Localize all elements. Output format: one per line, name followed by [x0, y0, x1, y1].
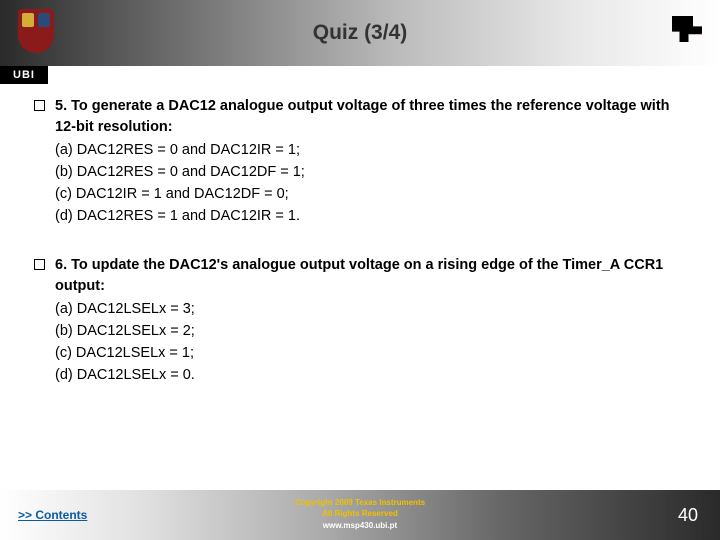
- contents-link[interactable]: >> Contents: [18, 508, 87, 522]
- option-c: (c) DAC12LSELx = 1;: [55, 343, 686, 364]
- slide-number: 40: [678, 505, 698, 526]
- question-stem: 5. To generate a DAC12 analogue output v…: [55, 98, 670, 135]
- copyright-line1: Copyright 2009 Texas Instruments: [295, 498, 425, 507]
- ubi-label: UBI: [0, 66, 48, 84]
- copyright-line2: All Rights Reserved: [322, 509, 398, 518]
- option-a: (a) DAC12RES = 0 and DAC12IR = 1;: [55, 140, 686, 161]
- slide-title: Quiz (3/4): [60, 21, 720, 45]
- bullet-icon: [34, 259, 45, 270]
- footer-url: www.msp430.ubi.pt: [295, 521, 425, 531]
- question-options: (a) DAC12LSELx = 3; (b) DAC12LSELx = 2; …: [55, 299, 686, 386]
- slide-footer: >> Contents Copyright 2009 Texas Instrum…: [0, 490, 720, 540]
- question-5: 5. To generate a DAC12 analogue output v…: [34, 96, 686, 227]
- option-b: (b) DAC12LSELx = 2;: [55, 321, 686, 342]
- slide-content: 5. To generate a DAC12 analogue output v…: [0, 66, 720, 386]
- bullet-icon: [34, 100, 45, 111]
- copyright-block: Copyright 2009 Texas Instruments All Rig…: [295, 498, 425, 531]
- university-crest-icon: [12, 9, 60, 57]
- option-a: (a) DAC12LSELx = 3;: [55, 299, 686, 320]
- option-d: (d) DAC12LSELx = 0.: [55, 365, 686, 386]
- option-c: (c) DAC12IR = 1 and DAC12DF = 0;: [55, 184, 686, 205]
- option-b: (b) DAC12RES = 0 and DAC12DF = 1;: [55, 162, 686, 183]
- question-stem: 6. To update the DAC12's analogue output…: [55, 257, 663, 294]
- option-d: (d) DAC12RES = 1 and DAC12IR = 1.: [55, 206, 686, 227]
- question-options: (a) DAC12RES = 0 and DAC12IR = 1; (b) DA…: [55, 140, 686, 227]
- question-6: 6. To update the DAC12's analogue output…: [34, 255, 686, 386]
- ti-logo-icon: [672, 16, 706, 50]
- slide-header: Quiz (3/4): [0, 0, 720, 66]
